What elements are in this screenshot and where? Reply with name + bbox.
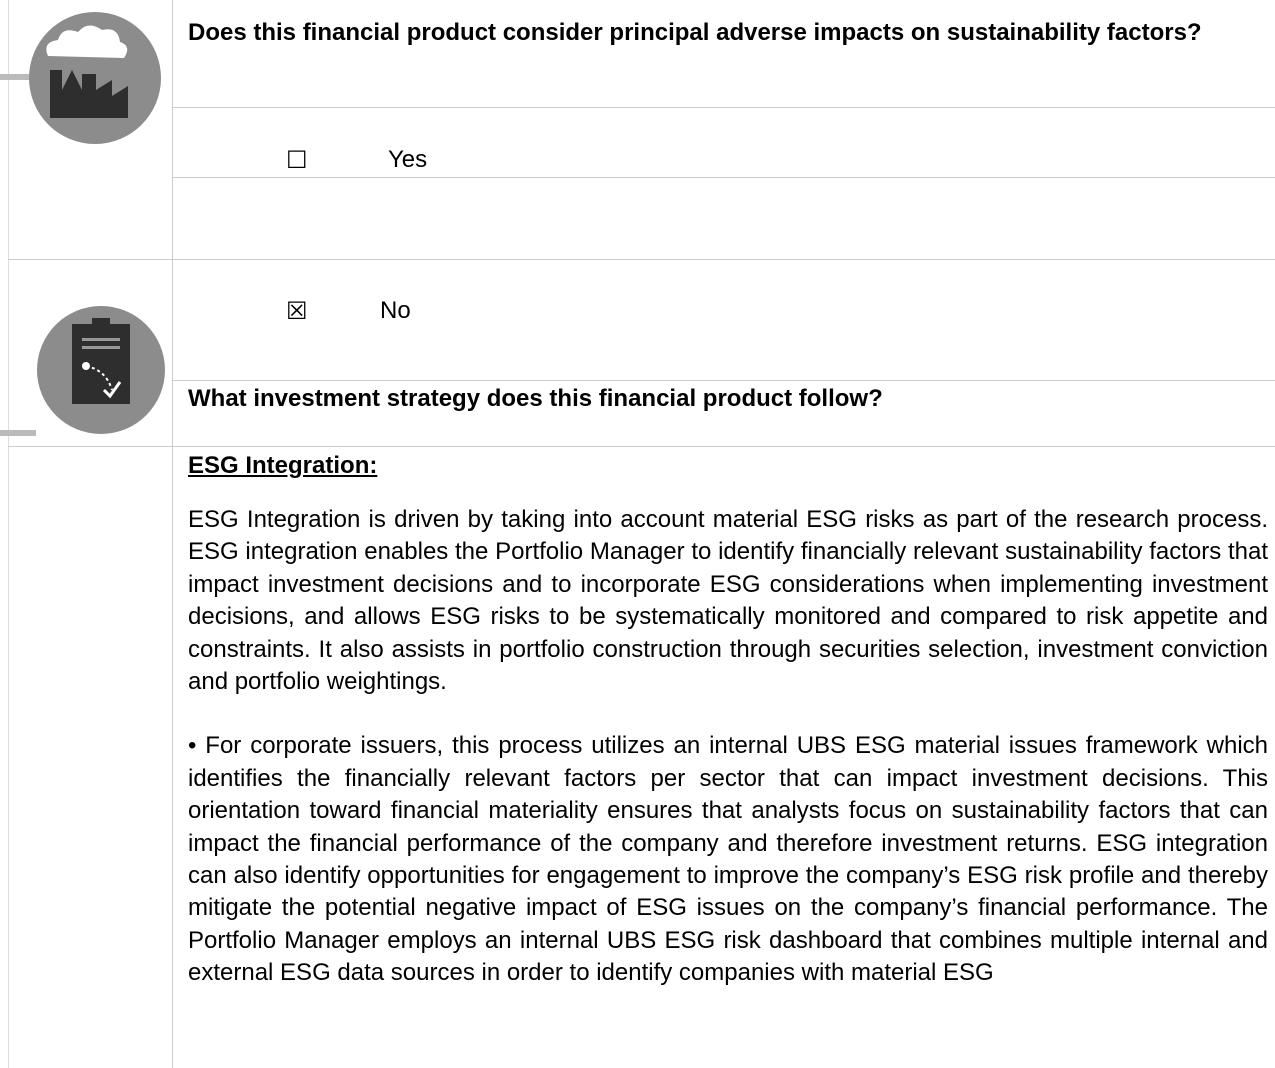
checkbox: ☒ (286, 298, 308, 325)
row-rule (172, 107, 1275, 108)
heading: ESG Integration: (188, 452, 378, 479)
paragraph: • For corporate issuers, this process ut… (188, 732, 1268, 987)
strategy-icon (0, 306, 165, 436)
row-rule (8, 259, 1275, 260)
option-label: No (380, 297, 411, 324)
factory-icon (0, 12, 161, 144)
question: Does this financial product consider pri… (188, 19, 1202, 46)
row-rule (172, 177, 1275, 178)
column-rule (172, 0, 173, 1068)
paragraph: ESG Integration is driven by taking into… (188, 506, 1268, 696)
row-rule (172, 380, 1275, 381)
option-label: Yes (388, 146, 428, 173)
column-rule (8, 0, 9, 1068)
row-rule (8, 446, 1275, 447)
strategy-text: ESG Integration: ESG Integration is driv… (188, 448, 1268, 1022)
checkbox: ☐ (286, 147, 308, 174)
question: What investment strategy does this finan… (188, 385, 883, 412)
